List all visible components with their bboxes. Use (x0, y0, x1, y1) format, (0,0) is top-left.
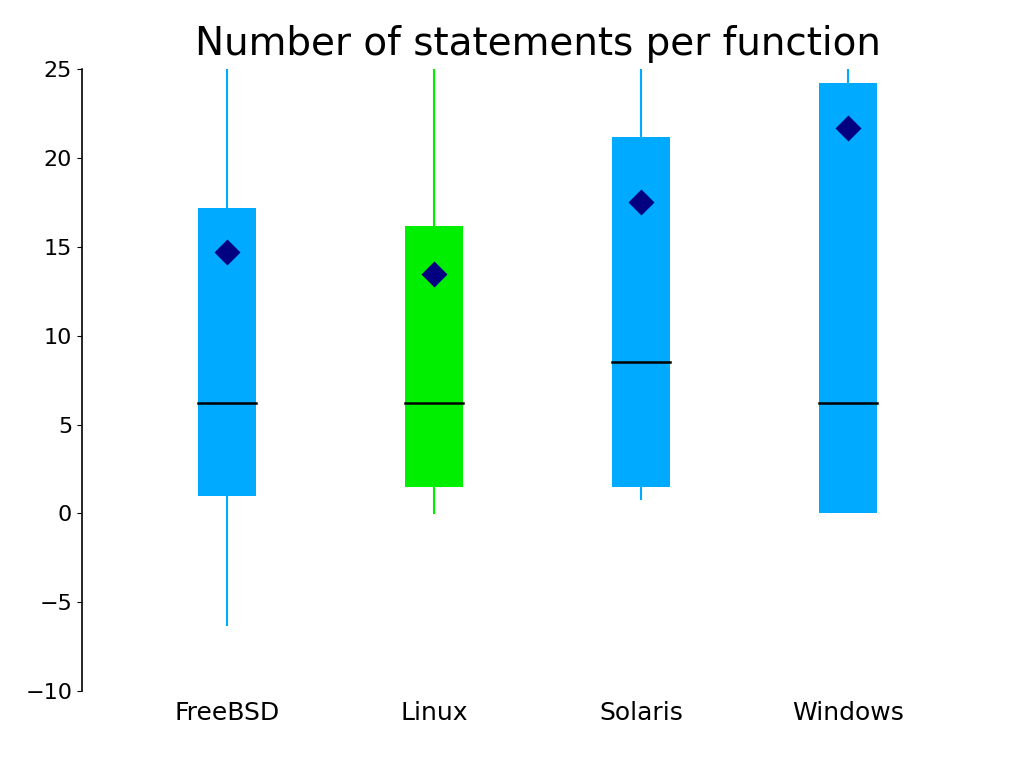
Bar (612, 137, 670, 487)
Bar (819, 84, 878, 514)
Bar (198, 208, 256, 495)
Title: Number of statements per function: Number of statements per function (195, 25, 881, 63)
Bar (406, 226, 463, 487)
